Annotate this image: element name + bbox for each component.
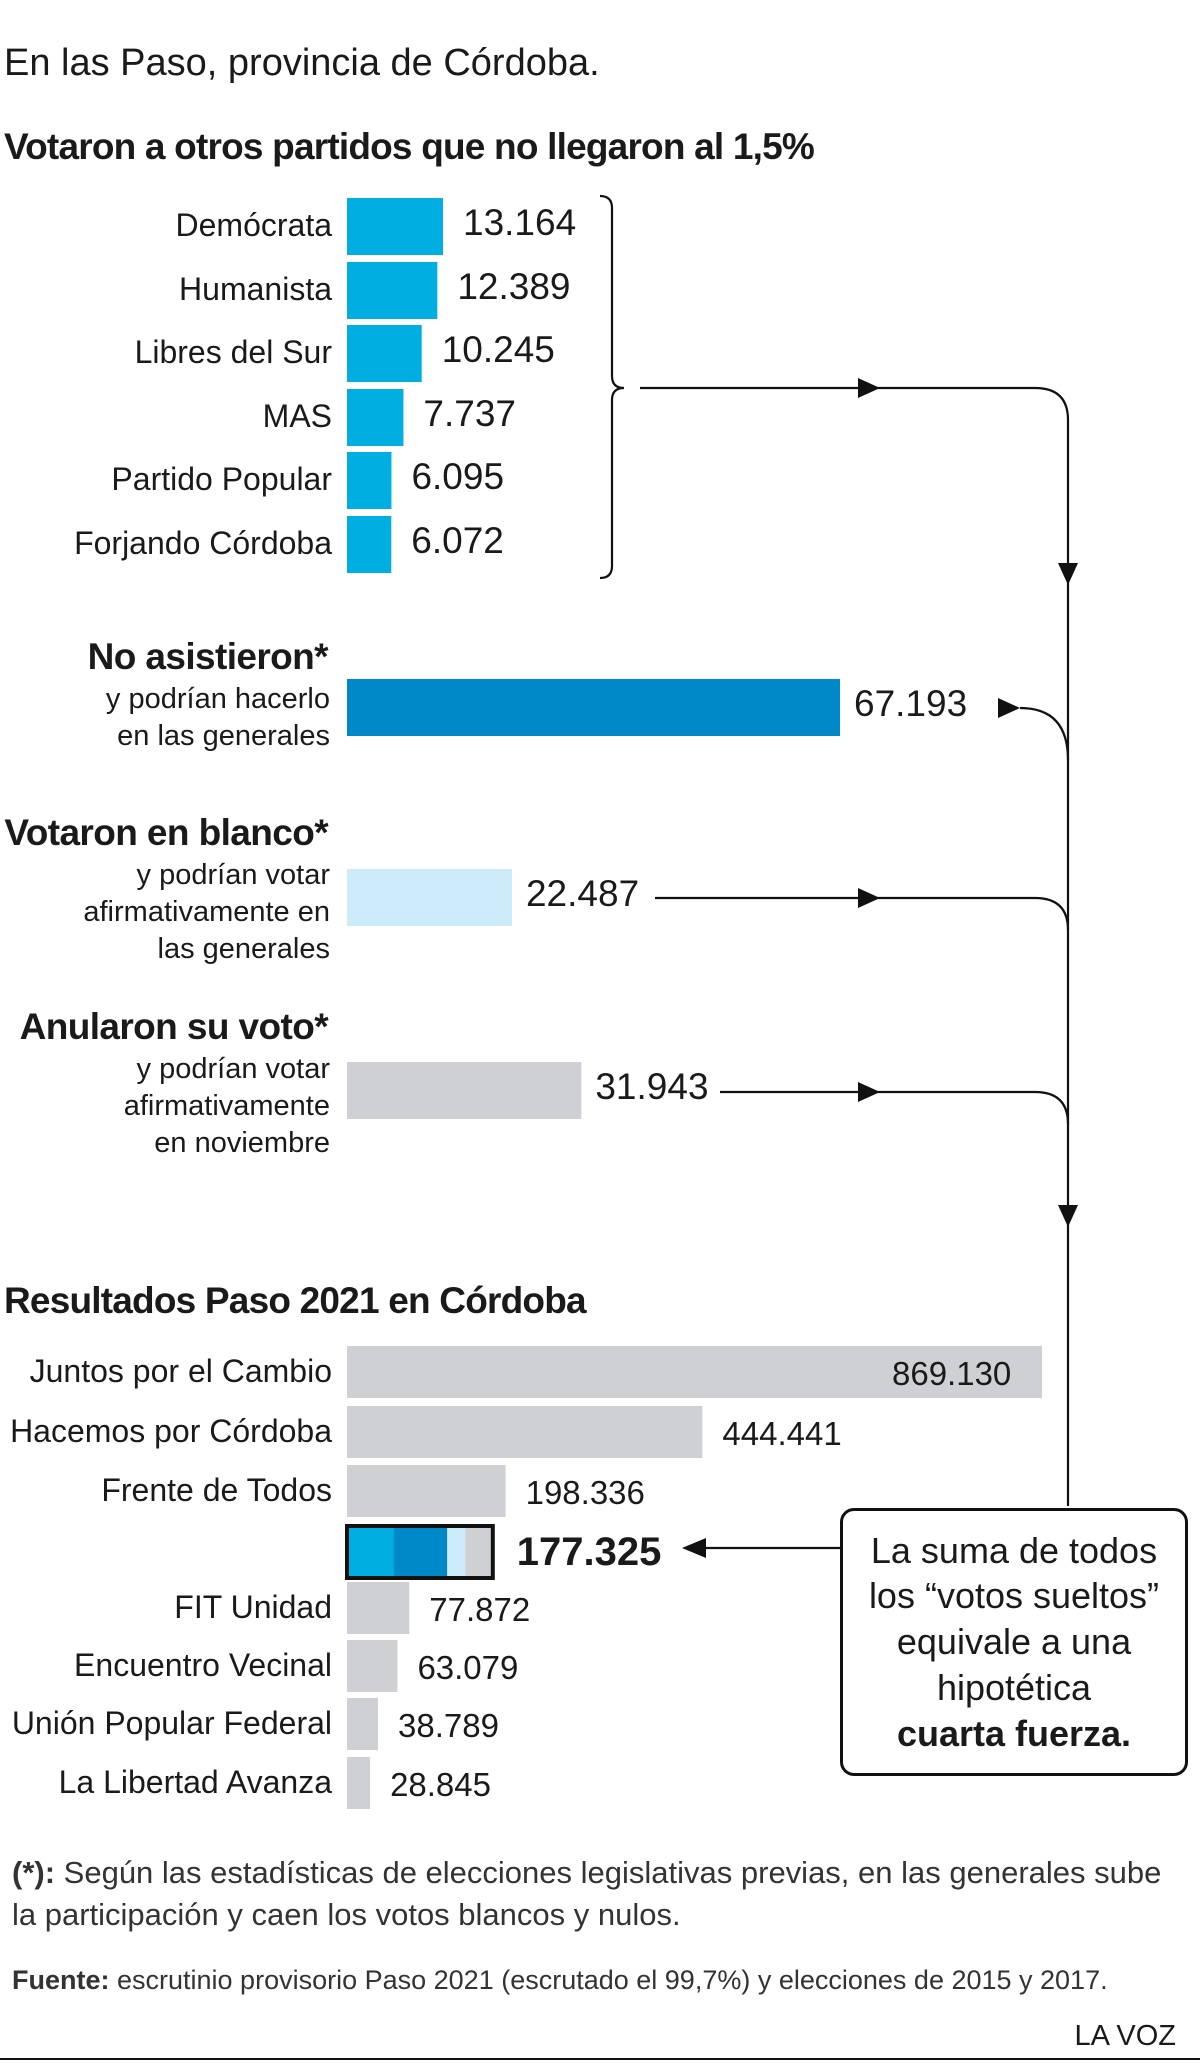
blanco-connector-line bbox=[655, 896, 1070, 931]
bracket-connector-line bbox=[640, 386, 1070, 1506]
bar bbox=[347, 869, 512, 926]
category-label: Votaron en blanco* bbox=[4, 812, 328, 853]
category-description: en noviembre bbox=[154, 1127, 330, 1159]
bar bbox=[347, 516, 392, 573]
value-label: 63.079 bbox=[417, 1649, 519, 1686]
bar bbox=[347, 262, 438, 319]
category-label: Forjando Córdoba bbox=[74, 525, 332, 561]
value-label: 13.164 bbox=[463, 202, 577, 243]
category-label: No asistieron* bbox=[87, 636, 329, 677]
chart-subtitle: En las Paso, provincia de Córdoba. bbox=[4, 42, 600, 84]
source-note: Fuente: escrutinio provisorio Paso 2021 … bbox=[12, 1965, 1108, 1996]
anulados-connector-line bbox=[720, 1090, 1070, 1125]
arrowhead-icon bbox=[858, 378, 880, 398]
brand-logo-text: LA VOZ bbox=[1074, 2020, 1176, 2052]
results-bars bbox=[345, 1346, 1042, 1809]
category-label: Encuentro Vecinal bbox=[74, 1647, 332, 1683]
bar bbox=[347, 389, 404, 446]
category-label: FIT Unidad bbox=[174, 1589, 332, 1625]
category-description: afirmativamente bbox=[123, 1090, 330, 1122]
value-label: 38.789 bbox=[398, 1707, 499, 1744]
value-label: 6.095 bbox=[411, 456, 505, 497]
arrowhead-icon bbox=[682, 1538, 706, 1558]
stacked-segment bbox=[393, 1528, 448, 1576]
footnote-marker: (*): bbox=[12, 1855, 56, 1890]
category-label: Demócrata bbox=[175, 207, 333, 243]
stacked-segment bbox=[349, 1528, 394, 1576]
bar bbox=[347, 1757, 371, 1809]
source-label: Fuente: bbox=[12, 1965, 110, 1995]
value-label-highlight: 177.325 bbox=[516, 1530, 662, 1574]
fourth-force-callout: La suma de todos los “votos sueltos” equ… bbox=[840, 1508, 1188, 1776]
category-label: Hacemos por Córdoba bbox=[10, 1413, 332, 1449]
category-label: Humanista bbox=[179, 271, 332, 307]
stacked-segment bbox=[465, 1528, 491, 1576]
value-label: 12.389 bbox=[457, 266, 571, 307]
value-label: 31.943 bbox=[595, 1066, 709, 1107]
section-title-other-parties: Votaron a otros partidos que no llegaron… bbox=[4, 126, 815, 167]
section-title-results: Resultados Paso 2021 en Córdoba bbox=[4, 1280, 587, 1321]
category-description: las generales bbox=[157, 933, 331, 965]
bar bbox=[347, 1582, 410, 1634]
arrowhead-icon bbox=[858, 888, 880, 908]
category-description: y podrían votar bbox=[136, 1053, 330, 1085]
value-label: 28.845 bbox=[390, 1766, 491, 1803]
bar bbox=[347, 1698, 379, 1750]
loose-votes-bars bbox=[347, 679, 840, 1119]
bar bbox=[347, 1406, 703, 1458]
value-label: 869.130 bbox=[892, 1355, 1012, 1392]
category-label: Frente de Todos bbox=[101, 1472, 332, 1508]
connector-lines bbox=[599, 194, 1070, 1550]
bar bbox=[347, 1062, 582, 1119]
footnote-text: Según las estadísticas de elecciones leg… bbox=[12, 1855, 1162, 1932]
category-label: Unión Popular Federal bbox=[11, 1705, 332, 1741]
callout-line: La suma de todos bbox=[870, 1529, 1158, 1571]
value-label: 444.441 bbox=[722, 1415, 842, 1452]
footnote: (*): Según las estadísticas de eleccione… bbox=[12, 1852, 1192, 1936]
bar bbox=[347, 452, 392, 509]
bar bbox=[347, 198, 443, 255]
category-label: MAS bbox=[262, 398, 332, 434]
arrowhead-icon bbox=[858, 1082, 880, 1102]
value-label: 10.245 bbox=[441, 329, 555, 370]
value-label: 6.072 bbox=[411, 520, 504, 561]
category-label: Juntos por el Cambio bbox=[29, 1353, 332, 1389]
arrowheads bbox=[682, 378, 1078, 1558]
value-label: 22.487 bbox=[525, 873, 640, 914]
category-label: Anularon su voto* bbox=[19, 1006, 329, 1047]
callout-line: equivale a una bbox=[896, 1621, 1132, 1663]
bar bbox=[347, 1465, 506, 1517]
callout-line: hipotética bbox=[936, 1666, 1092, 1708]
category-label: La Libertad Avanza bbox=[58, 1764, 332, 1800]
value-label: 77.872 bbox=[429, 1591, 531, 1628]
bar bbox=[347, 679, 840, 736]
category-description: afirmativamente en bbox=[83, 896, 330, 928]
category-description: y podrían votar bbox=[136, 859, 330, 891]
bar bbox=[347, 1346, 1042, 1398]
arrowhead-icon bbox=[998, 698, 1020, 718]
stacked-segment bbox=[447, 1528, 466, 1576]
bracket bbox=[599, 194, 625, 580]
other-parties-bars bbox=[347, 198, 443, 573]
value-label: 7.737 bbox=[423, 393, 517, 434]
arrowhead-icon bbox=[1058, 1205, 1078, 1227]
category-description: en las generales bbox=[117, 720, 330, 752]
category-label: Libres del Sur bbox=[134, 334, 332, 370]
bar bbox=[347, 1640, 398, 1692]
arrowhead-icon bbox=[1058, 563, 1078, 585]
no-asistieron-curve bbox=[1019, 706, 1070, 761]
source-text: escrutinio provisorio Paso 2021 (escruta… bbox=[109, 1965, 1108, 1995]
stacked-bar-outline bbox=[345, 1524, 495, 1580]
value-label: 67.193 bbox=[854, 683, 968, 724]
callout-line-bold: cuarta fuerza. bbox=[896, 1712, 1132, 1754]
category-description: y podrían hacerlo bbox=[105, 683, 330, 715]
value-label: 198.336 bbox=[525, 1474, 645, 1511]
callout-line: los “votos sueltos” bbox=[868, 1575, 1160, 1617]
bar bbox=[347, 325, 422, 382]
category-label: Partido Popular bbox=[111, 461, 332, 497]
bottom-rule bbox=[0, 2058, 1200, 2060]
